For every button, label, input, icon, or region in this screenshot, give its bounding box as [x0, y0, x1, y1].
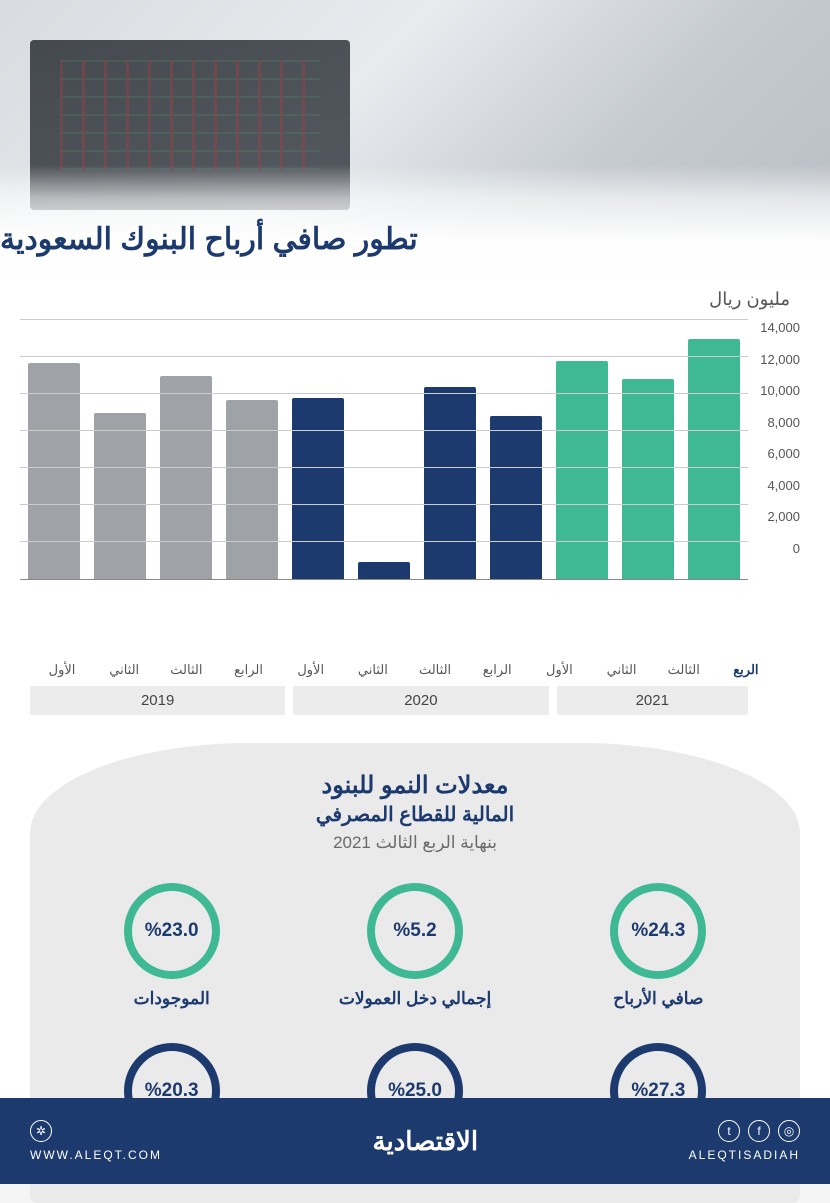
- year-cell: 2021: [557, 686, 748, 715]
- bar: [424, 387, 476, 579]
- main-title: تطور صافي أرباح البنوك السعودية: [0, 222, 418, 257]
- x-tick: الأول: [287, 662, 335, 678]
- bar: [622, 379, 674, 579]
- x-tick: الثاني: [100, 662, 148, 678]
- bar: [688, 339, 740, 580]
- growth-subtitle-1: المالية للقطاع المصرفي: [60, 802, 770, 827]
- stat-ring: %24.3: [610, 883, 706, 979]
- year-cell: 2020: [293, 686, 548, 715]
- social-handle: ALEQTISADIAH: [689, 1148, 800, 1162]
- y-tick: 10,000: [748, 383, 800, 398]
- x-tick: الثاني: [597, 662, 645, 678]
- x-tick: الثاني: [349, 662, 397, 678]
- stat-label: إجمالي دخل العمولات: [339, 989, 491, 1009]
- y-tick: 6,000: [748, 446, 800, 461]
- title-band: تطور صافي أرباح البنوك السعودية: [0, 165, 830, 275]
- grid-line: [20, 393, 748, 394]
- grid-line: [20, 356, 748, 357]
- x-tick: الثالث: [660, 662, 708, 678]
- grid-line: [20, 430, 748, 431]
- stat-cell: %24.3 صافي الأرباح: [547, 883, 770, 1009]
- social-icons: ◎ f t: [718, 1120, 800, 1142]
- x-axis-labels: الربع الثالث الثاني الأول الرابع الثالث الثاني…: [30, 656, 778, 678]
- grid-line: [20, 504, 748, 505]
- growth-subtitle-2: بنهاية الربع الثالث 2021: [60, 833, 770, 853]
- bar: [226, 400, 278, 579]
- page-root: تطور صافي أرباح البنوك السعودية مليون ري…: [0, 0, 830, 1184]
- y-tick: 2,000: [748, 509, 800, 524]
- y-tick: 12,000: [748, 352, 800, 367]
- plot-area: [20, 320, 748, 580]
- x-tick: الثالث: [411, 662, 459, 678]
- footer-website: WWW.ALEQT.COM: [30, 1148, 162, 1162]
- y-axis: 0 2,000 4,000 6,000 8,000 10,000 12,000 14,000: [748, 320, 800, 580]
- bar: [490, 416, 542, 579]
- growth-title: معدلات النمو للبنود: [60, 771, 770, 800]
- y-tick: 8,000: [748, 415, 800, 430]
- bar: [28, 363, 80, 579]
- stat-cell: %23.0 الموجودات: [60, 883, 283, 1009]
- footer-left: ◎ f t ALEQTISADIAH: [689, 1120, 800, 1162]
- grid-line: [20, 467, 748, 468]
- stat-label: الموجودات: [134, 989, 210, 1009]
- globe-icon[interactable]: ✲: [30, 1120, 52, 1142]
- header-photo: تطور صافي أرباح البنوك السعودية: [0, 0, 830, 275]
- instagram-icon[interactable]: ◎: [778, 1120, 800, 1142]
- year-cell: 2019: [30, 686, 285, 715]
- grid-line: [20, 541, 748, 542]
- x-tick: الأول: [38, 662, 86, 678]
- footer-right: ✲ WWW.ALEQT.COM: [30, 1120, 162, 1162]
- bar: [358, 562, 410, 579]
- stat-ring: %23.0: [124, 883, 220, 979]
- y-tick: 0: [748, 541, 800, 556]
- y-tick: 14,000: [748, 320, 800, 335]
- bar: [160, 376, 212, 580]
- stat-ring: %5.2: [367, 883, 463, 979]
- footer-brand: الاقتصادية: [373, 1126, 479, 1157]
- grid-line: [20, 319, 748, 320]
- quarter-head-label: الربع: [722, 662, 770, 678]
- bar-chart: 0 2,000 4,000 6,000 8,000 10,000 12,000 14,000: [0, 316, 830, 656]
- x-tick: الرابع: [473, 662, 521, 678]
- x-tick: الأول: [535, 662, 583, 678]
- twitter-icon[interactable]: t: [718, 1120, 740, 1142]
- stat-cell: %5.2 إجمالي دخل العمولات: [303, 883, 526, 1009]
- bar: [292, 398, 344, 579]
- stat-label: صافي الأرباح: [613, 989, 703, 1009]
- bar: [94, 413, 146, 580]
- x-tick: الرابع: [224, 662, 272, 678]
- footer: ◎ f t ALEQTISADIAH الاقتصادية ✲ WWW.ALEQ…: [0, 1098, 830, 1184]
- chart-unit-label: مليون ريال: [0, 275, 830, 316]
- year-row: 2021 2020 2019: [30, 686, 748, 715]
- x-tick: الثالث: [162, 662, 210, 678]
- facebook-icon[interactable]: f: [748, 1120, 770, 1142]
- y-tick: 4,000: [748, 478, 800, 493]
